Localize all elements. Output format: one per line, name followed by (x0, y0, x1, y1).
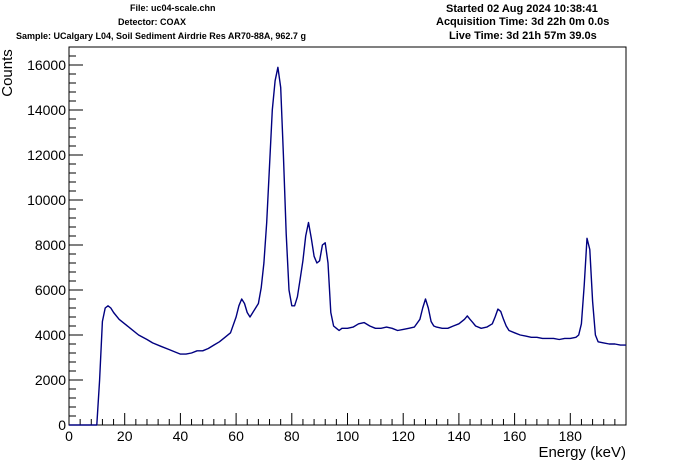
detector-label: Detector: COAX (118, 17, 187, 27)
y-tick-label: 14000 (27, 102, 66, 118)
x-tick-label: 140 (447, 428, 471, 444)
x-tick-label: 180 (559, 428, 583, 444)
spectrum-line (69, 66, 626, 426)
x-tick-label: 40 (173, 428, 189, 444)
x-tick-label: 120 (392, 428, 416, 444)
sample-label: Sample: UCalgary L04, Soil Sediment Aird… (16, 31, 306, 41)
x-tick-label: 160 (503, 428, 527, 444)
x-axis-title: Energy (keV) (538, 444, 626, 461)
y-tick-label: 16000 (27, 57, 66, 73)
x-tick-label: 20 (117, 428, 133, 444)
x-tick-label: 0 (65, 428, 73, 444)
y-tick-label: 12000 (27, 147, 66, 163)
y-tick-label: 10000 (27, 192, 66, 208)
y-axis-title: Counts (0, 49, 16, 97)
y-tick-label: 0 (58, 417, 66, 433)
y-tick-label: 6000 (35, 282, 66, 298)
plot-frame (68, 46, 627, 426)
started-label: Started 02 Aug 2024 10:38:41 (446, 3, 598, 15)
y-tick-label: 4000 (35, 327, 66, 343)
x-tick-label: 100 (336, 428, 360, 444)
acquisition-time-label: Acquisition Time: 3d 22h 0m 0.0s (436, 16, 610, 28)
x-tick-label: 80 (284, 428, 300, 444)
y-tick-label: 8000 (35, 237, 66, 253)
file-label: File: uc04-scale.chn (130, 3, 216, 13)
y-tick-label: 2000 (35, 372, 66, 388)
live-time-label: Live Time: 3d 21h 57m 39.0s (449, 30, 597, 42)
x-tick-label: 60 (228, 428, 244, 444)
